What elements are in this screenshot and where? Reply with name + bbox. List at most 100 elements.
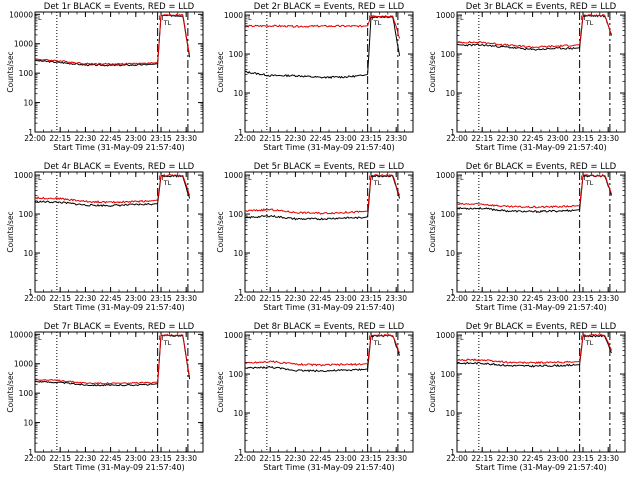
x-tick-label: 22:45	[522, 454, 544, 463]
x-tick-label: 22:30	[75, 454, 97, 463]
inset-label: IT	[581, 174, 587, 182]
inset-label: TL	[163, 19, 172, 27]
inset-label: L	[38, 334, 42, 342]
plot-frame	[456, 171, 626, 293]
x-tick-label: 22:00	[234, 294, 256, 303]
x-tick-label: 22:00	[24, 134, 46, 143]
plot-frame	[34, 11, 204, 133]
x-tick-label: 23:15	[360, 454, 382, 463]
x-tick-label: 23:30	[385, 454, 407, 463]
chart-title: Det 2r BLACK = Events, RED = LLD	[254, 2, 405, 12]
x-tick-label: 22:45	[100, 134, 122, 143]
x-tick-label: 22:45	[100, 294, 122, 303]
y-tick-label: 100	[229, 370, 244, 379]
x-tick-label: 22:15	[471, 134, 493, 143]
x-tick-label: 22:00	[446, 294, 468, 303]
x-tick-label: 22:45	[310, 454, 332, 463]
series-line-events	[245, 15, 401, 79]
plot-frame	[244, 171, 414, 293]
chart-title: Det 5r BLACK = Events, RED = LLD	[254, 162, 405, 172]
x-tick-label: 22:00	[234, 134, 256, 143]
y-tick-label: 10	[445, 89, 455, 98]
plot-frame	[244, 331, 414, 453]
y-tick-label: 100	[229, 210, 244, 219]
series-line-lld	[245, 174, 401, 215]
inset-label: TL	[373, 339, 382, 347]
y-tick-label: 10	[23, 249, 33, 258]
x-tick-label: 22:15	[471, 294, 493, 303]
series-line-events	[457, 14, 613, 51]
x-tick-label: 22:30	[497, 294, 519, 303]
detector-panel-3: Det 3r BLACK = Events, RED = LLD 1 10 100 10…	[428, 2, 626, 152]
y-tick-label: 1000	[436, 331, 455, 340]
y-tick-label: 100	[229, 50, 244, 59]
x-tick-label: 23:15	[572, 454, 594, 463]
inset-label: TL	[373, 179, 382, 187]
inset-label: TL	[585, 179, 594, 187]
x-axis-label: Start Time (31-May-09 21:57:40)	[53, 463, 184, 472]
detector-panel-4: Det 4r BLACK = Events, RED = LLD 1 10 100 10…	[6, 162, 204, 312]
inset-label: TL	[163, 179, 172, 187]
x-tick-label: 23:15	[150, 454, 172, 463]
x-tick-label: 22:45	[100, 454, 122, 463]
x-tick-label: 23:30	[175, 454, 197, 463]
y-axis-label: Counts/sec	[6, 51, 15, 92]
x-tick-label: 23:00	[547, 134, 569, 143]
y-tick-label: 100	[441, 50, 456, 59]
x-tick-label: 22:45	[310, 294, 332, 303]
x-tick-label: 22:30	[497, 454, 519, 463]
inset-label: L	[38, 174, 42, 182]
x-tick-label: 22:45	[522, 294, 544, 303]
series-line-lld	[35, 333, 191, 385]
inset-label: L	[460, 14, 464, 22]
inset-label: IT	[581, 334, 587, 342]
y-tick-label: 100	[19, 389, 34, 398]
x-axis-label: Start Time (31-May-09 21:57:40)	[263, 303, 394, 312]
plot-frame	[34, 331, 204, 453]
detector-panel-5: Det 5r BLACK = Events, RED = LLD 1 10 100 10…	[216, 162, 414, 312]
inset-label: IT	[581, 14, 587, 22]
y-tick-label: 1000	[224, 171, 243, 180]
inset-label: IT	[159, 174, 165, 182]
x-tick-label: 23:00	[335, 454, 357, 463]
inset-label: L	[460, 334, 464, 342]
x-tick-label: 22:45	[522, 134, 544, 143]
chart-title: Det 4r BLACK = Events, RED = LLD	[44, 162, 195, 172]
y-axis-label: Counts/sec	[216, 371, 225, 412]
y-tick-label: 10	[233, 89, 243, 98]
y-tick-label: 1	[28, 288, 33, 297]
y-tick-label: 1000	[224, 331, 243, 340]
x-tick-label: 23:15	[150, 294, 172, 303]
x-tick-label: 22:30	[285, 454, 307, 463]
y-tick-label: 100	[441, 210, 456, 219]
x-tick-label: 23:30	[597, 294, 619, 303]
x-tick-label: 23:15	[572, 294, 594, 303]
chart-title: Det 1r BLACK = Events, RED = LLD	[44, 2, 195, 12]
inset-label: IT	[159, 334, 165, 342]
inset-label: L	[248, 334, 252, 342]
y-tick-label: 1	[450, 448, 455, 457]
series-line-lld	[245, 15, 401, 39]
detector-panel-8: Det 8r BLACK = Events, RED = LLD 1 10 100 10…	[216, 322, 414, 472]
y-tick-label: 1	[238, 128, 243, 137]
inset-label: IT	[369, 334, 375, 342]
x-tick-label: 22:00	[446, 134, 468, 143]
series-line-events	[245, 334, 401, 373]
inset-label: L	[248, 174, 252, 182]
x-tick-label: 23:15	[360, 294, 382, 303]
series-line-lld	[35, 173, 191, 204]
plot-frame	[456, 331, 626, 453]
x-tick-label: 22:15	[49, 134, 71, 143]
series-line-events	[457, 174, 613, 214]
x-axis-label: Start Time (31-May-09 21:57:40)	[475, 303, 606, 312]
y-tick-label: 10	[445, 409, 455, 418]
detector-panel-7: Det 7r BLACK = Events, RED = LLD 1 10 100 10…	[6, 322, 204, 472]
x-axis-label: Start Time (31-May-09 21:57:40)	[53, 303, 184, 312]
y-tick-label: 1000	[14, 360, 33, 369]
y-axis-label: Counts/sec	[6, 371, 15, 412]
series-line-lld	[457, 334, 613, 365]
y-tick-label: 1000	[14, 171, 33, 180]
x-tick-label: 23:30	[175, 294, 197, 303]
x-tick-label: 22:15	[259, 454, 281, 463]
